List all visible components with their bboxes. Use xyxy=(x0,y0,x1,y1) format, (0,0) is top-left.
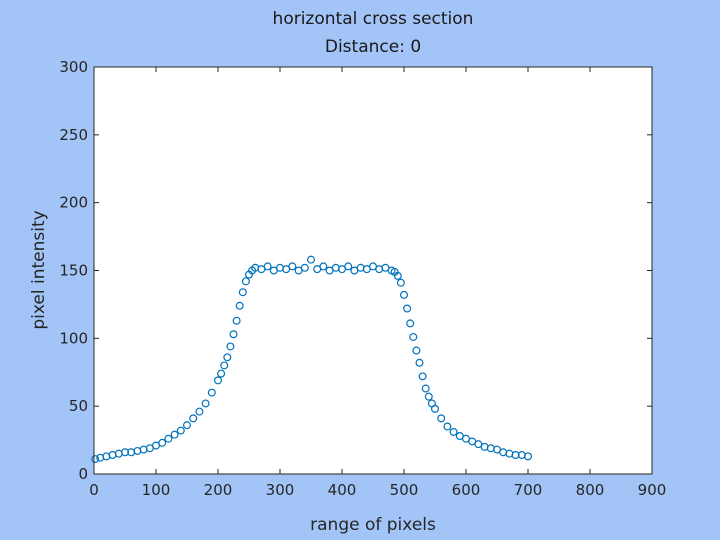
data-point xyxy=(393,271,402,280)
data-point xyxy=(207,388,216,397)
data-point xyxy=(235,301,244,310)
data-point xyxy=(241,277,250,286)
data-point xyxy=(307,255,316,264)
data-point xyxy=(229,330,238,339)
x-tick-label: 0 xyxy=(89,481,99,499)
data-point xyxy=(164,434,173,443)
data-point xyxy=(195,407,204,416)
data-point xyxy=(232,316,241,325)
chart-title: horizontal cross section xyxy=(273,9,474,29)
y-tick-label: 50 xyxy=(69,397,88,415)
y-tick-label: 0 xyxy=(78,465,88,483)
x-tick-label: 800 xyxy=(576,481,605,499)
data-point xyxy=(300,263,309,272)
x-axis-label: range of pixels xyxy=(310,515,436,535)
data-point xyxy=(431,404,440,413)
data-point xyxy=(158,438,167,447)
x-tick-label: 200 xyxy=(204,481,233,499)
data-point xyxy=(220,361,229,370)
data-point xyxy=(288,262,297,271)
data-point xyxy=(523,452,532,461)
axis-ticks: 0 100 200 300 400 500 600 700 800 900 0 50 100 150 200… xyxy=(59,58,666,499)
x-tick-label: 900 xyxy=(638,481,667,499)
data-point xyxy=(201,399,210,408)
data-point xyxy=(400,290,409,299)
data-point xyxy=(415,358,424,367)
data-point xyxy=(170,430,179,439)
y-tick-label: 150 xyxy=(59,262,88,280)
plot-frame xyxy=(93,66,653,475)
data-point xyxy=(263,262,272,271)
data-point xyxy=(214,376,223,385)
data-point xyxy=(421,384,430,393)
y-axis-label: pixel intensity xyxy=(29,210,49,329)
data-point xyxy=(418,372,427,381)
data-point xyxy=(396,278,405,287)
y-tick-label: 250 xyxy=(59,126,88,144)
data-point xyxy=(226,342,235,351)
data-point xyxy=(412,346,421,355)
x-tick-label: 600 xyxy=(452,481,481,499)
data-point xyxy=(223,353,232,362)
data-point xyxy=(189,414,198,423)
y-tick-label: 100 xyxy=(59,329,88,347)
data-point xyxy=(91,455,100,464)
data-point xyxy=(406,319,415,328)
plot-area xyxy=(94,67,652,474)
chart-subtitle: Distance: 0 xyxy=(325,37,421,57)
x-tick-label: 400 xyxy=(328,481,357,499)
x-tick-label: 100 xyxy=(142,481,171,499)
x-tick-label: 500 xyxy=(390,481,419,499)
x-tick-label: 700 xyxy=(514,481,543,499)
data-point xyxy=(319,262,328,271)
data-point xyxy=(403,304,412,313)
data-point xyxy=(449,427,458,436)
data-point xyxy=(217,369,226,378)
data-point xyxy=(424,392,433,401)
data-point xyxy=(238,288,247,297)
data-points xyxy=(91,255,532,464)
data-point xyxy=(443,422,452,431)
y-tick-label: 300 xyxy=(59,58,88,76)
data-point xyxy=(344,262,353,271)
y-tick-label: 200 xyxy=(59,194,88,212)
data-point xyxy=(437,414,446,423)
x-tick-label: 300 xyxy=(266,481,295,499)
data-point xyxy=(183,421,192,430)
data-point xyxy=(409,332,418,341)
data-point xyxy=(176,426,185,435)
